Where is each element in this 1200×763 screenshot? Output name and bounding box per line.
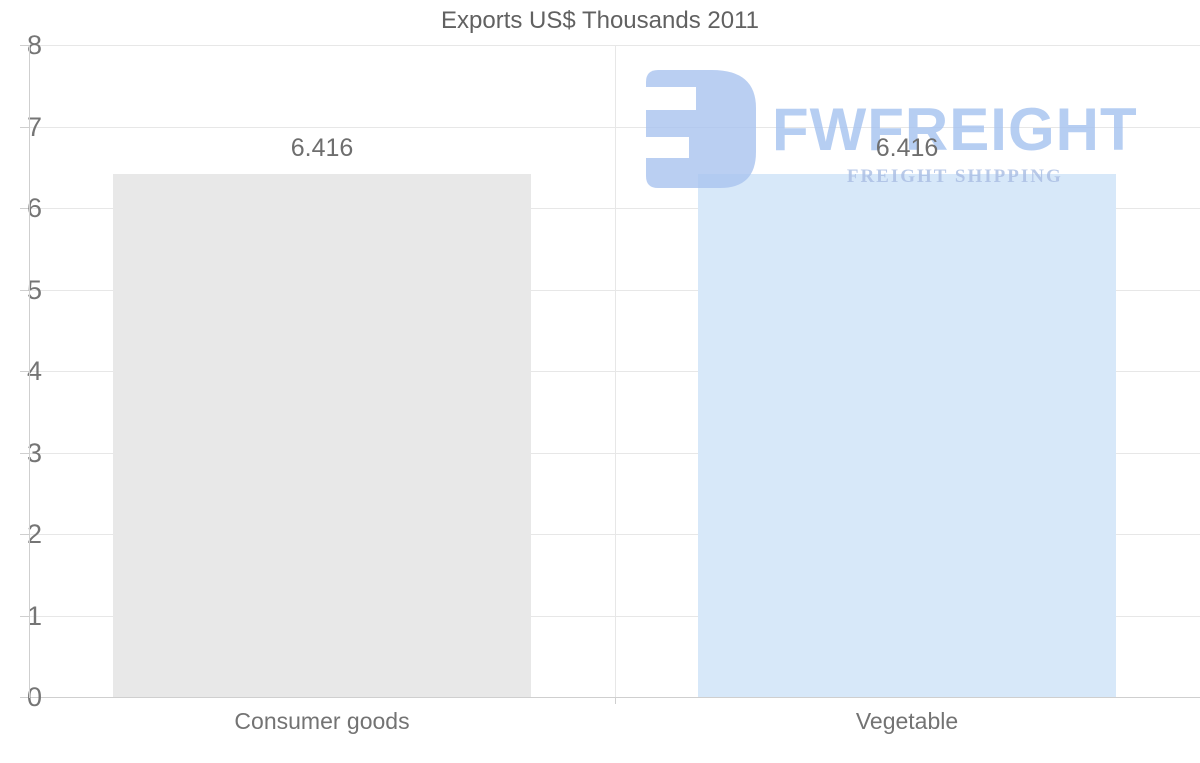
y-tick-label: 7	[26, 112, 42, 142]
value-label-vegetable: 6.416	[875, 134, 939, 162]
gridline	[29, 616, 1200, 617]
y-tick	[20, 290, 29, 291]
y-tick-label: 8	[26, 30, 42, 60]
bar-vegetable[interactable]	[698, 174, 1116, 697]
y-tick	[20, 371, 29, 372]
y-axis-line	[29, 45, 30, 698]
chart-title: Exports US$ Thousands 2011	[441, 7, 759, 34]
y-tick	[20, 697, 29, 698]
gridline	[29, 371, 1200, 372]
y-tick	[20, 453, 29, 454]
y-tick	[20, 616, 29, 617]
y-tick-label: 6	[26, 193, 42, 223]
category-label-consumer-goods: Consumer goods	[234, 708, 410, 734]
category-divider-gridline	[615, 45, 616, 697]
y-tick-label: 4	[26, 356, 42, 386]
gridline	[29, 290, 1200, 291]
x-axis-line	[29, 697, 1200, 698]
y-tick-label: 0	[26, 682, 42, 712]
bar-consumer-goods[interactable]	[113, 174, 531, 697]
y-tick	[20, 208, 29, 209]
y-tick	[20, 534, 29, 535]
category-label-vegetable: Vegetable	[855, 708, 959, 734]
gridline	[29, 208, 1200, 209]
y-tick	[20, 127, 29, 128]
x-tick	[615, 697, 616, 704]
y-tick-label: 3	[26, 438, 42, 468]
gridline	[29, 45, 1200, 46]
y-tick	[20, 45, 29, 46]
y-tick-label: 1	[26, 601, 42, 631]
y-tick-label: 2	[26, 519, 42, 549]
gridline	[29, 534, 1200, 535]
y-tick-label: 5	[26, 275, 42, 305]
gridline	[29, 453, 1200, 454]
value-label-consumer-goods: 6.416	[290, 134, 354, 162]
gridline	[29, 127, 1200, 128]
